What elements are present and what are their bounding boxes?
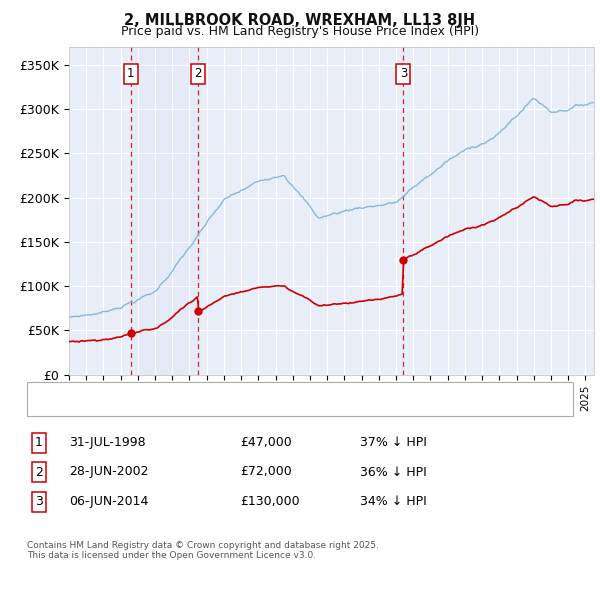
Text: 1: 1 <box>35 436 43 449</box>
Text: 3: 3 <box>400 67 407 80</box>
Text: 2, MILLBROOK ROAD, WREXHAM, LL13 8JH (detached house): 2, MILLBROOK ROAD, WREXHAM, LL13 8JH (de… <box>63 386 402 396</box>
Text: 1: 1 <box>127 67 134 80</box>
Text: HPI: Average price, detached house, Wrexham: HPI: Average price, detached house, Wrex… <box>63 402 322 412</box>
Text: 2: 2 <box>35 466 43 478</box>
Text: 37% ↓ HPI: 37% ↓ HPI <box>360 436 427 449</box>
Text: —: — <box>39 400 55 415</box>
Text: 34% ↓ HPI: 34% ↓ HPI <box>360 495 427 508</box>
Text: £47,000: £47,000 <box>240 436 292 449</box>
Text: 2: 2 <box>194 67 202 80</box>
Text: 31-JUL-1998: 31-JUL-1998 <box>69 436 146 449</box>
Text: This data is licensed under the Open Government Licence v3.0.: This data is licensed under the Open Gov… <box>27 552 316 560</box>
Text: 3: 3 <box>35 495 43 508</box>
Text: 2, MILLBROOK ROAD, WREXHAM, LL13 8JH: 2, MILLBROOK ROAD, WREXHAM, LL13 8JH <box>124 13 476 28</box>
Text: 28-JUN-2002: 28-JUN-2002 <box>69 466 149 478</box>
Text: Contains HM Land Registry data © Crown copyright and database right 2025.: Contains HM Land Registry data © Crown c… <box>27 541 379 550</box>
Text: Price paid vs. HM Land Registry's House Price Index (HPI): Price paid vs. HM Land Registry's House … <box>121 25 479 38</box>
Text: —: — <box>39 384 55 399</box>
Text: 06-JUN-2014: 06-JUN-2014 <box>69 495 148 508</box>
Text: £72,000: £72,000 <box>240 466 292 478</box>
Text: 36% ↓ HPI: 36% ↓ HPI <box>360 466 427 478</box>
Bar <box>131 47 198 375</box>
Text: £130,000: £130,000 <box>240 495 299 508</box>
